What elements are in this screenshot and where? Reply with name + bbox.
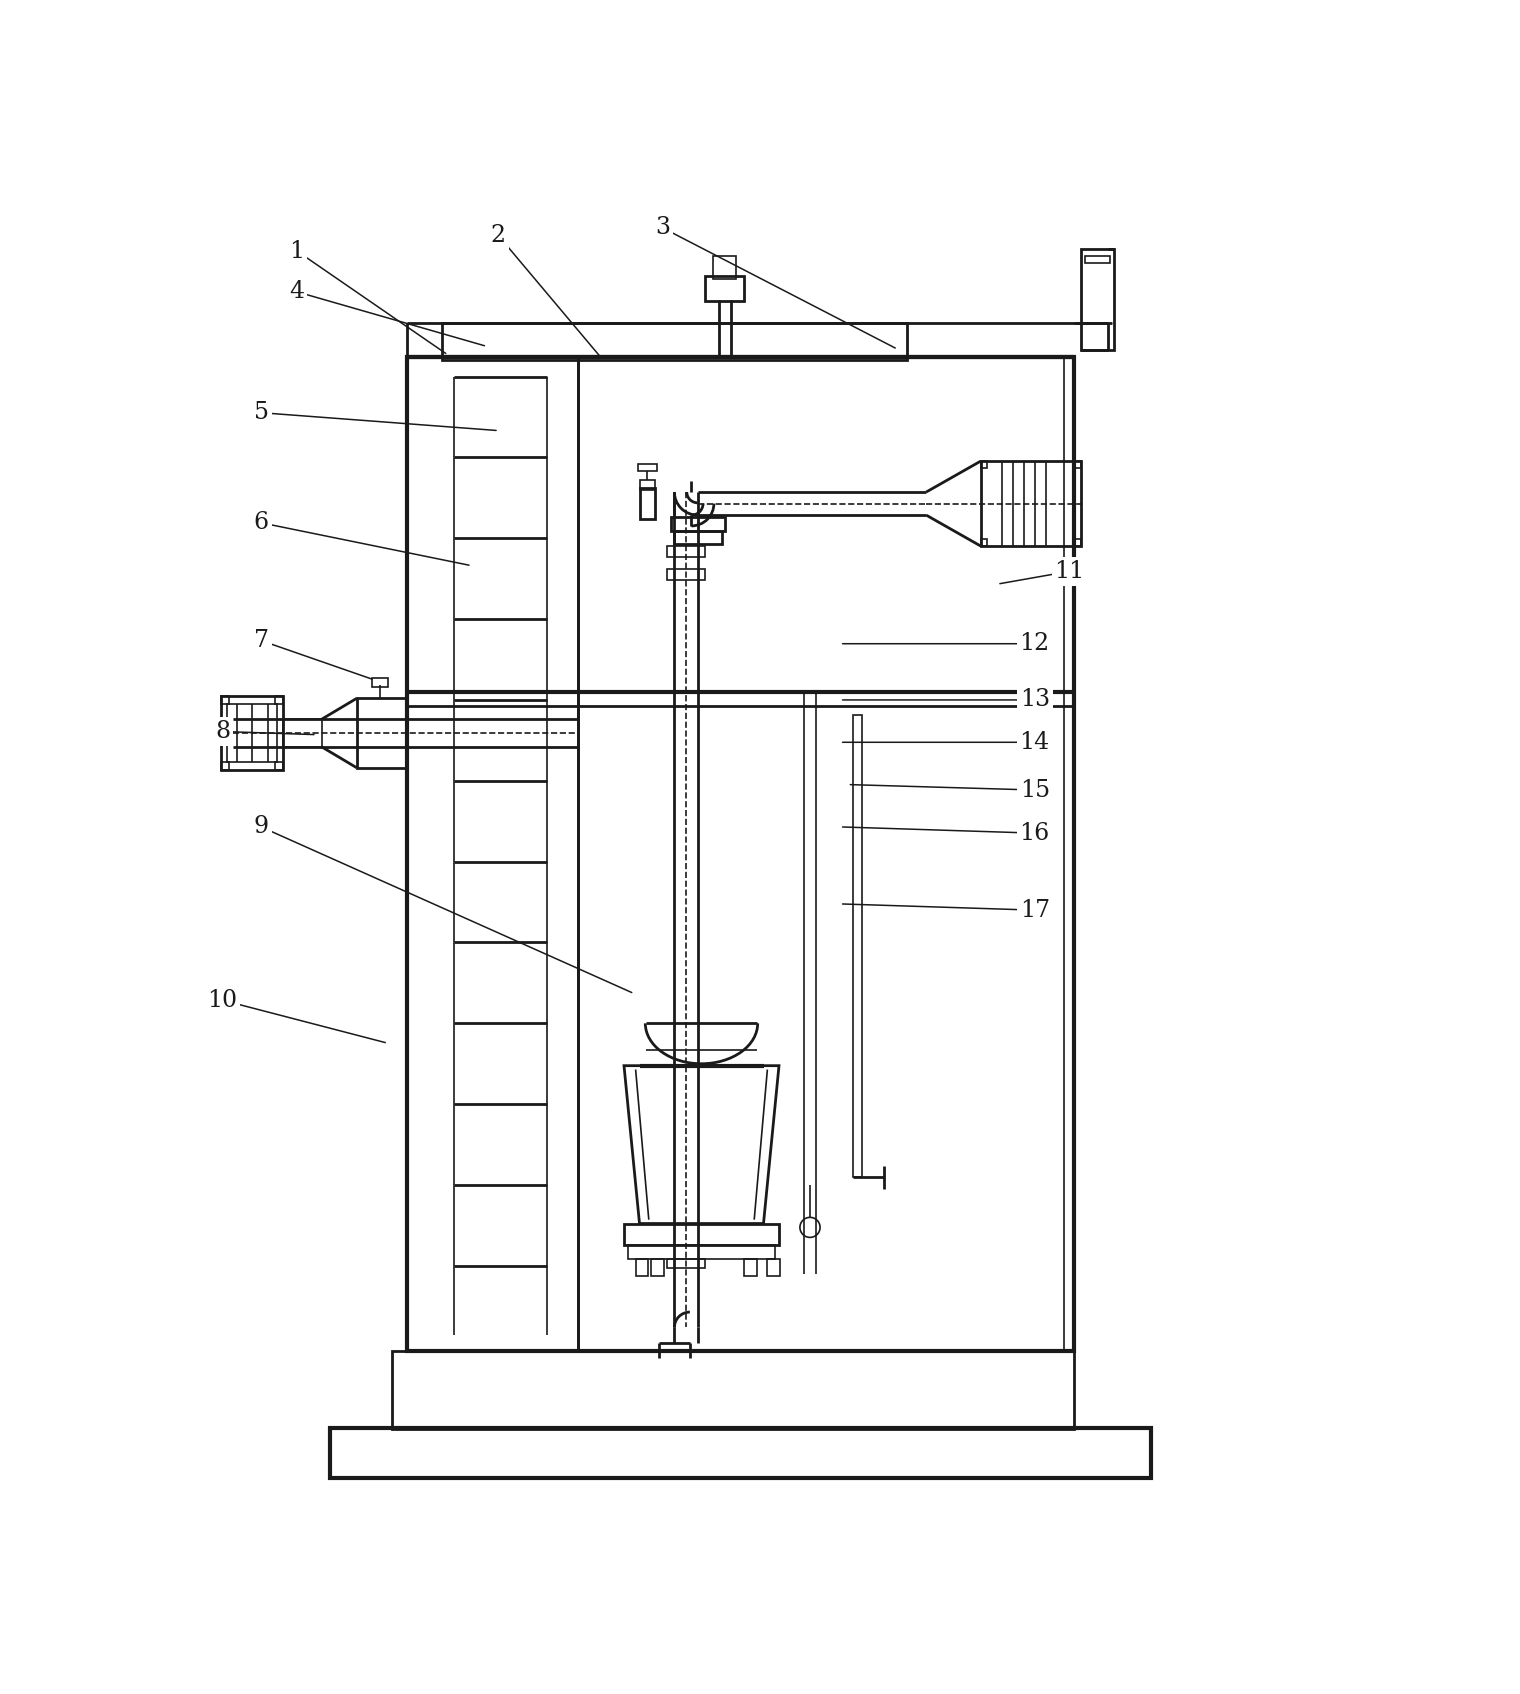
Bar: [1085, 256, 1110, 263]
Bar: [713, 256, 736, 280]
Text: 17: 17: [1020, 898, 1050, 922]
Text: 7: 7: [254, 628, 269, 652]
Bar: [220, 762, 228, 771]
Bar: [768, 1259, 780, 1276]
Text: 9: 9: [254, 815, 269, 839]
Text: 13: 13: [1020, 688, 1050, 711]
Bar: [635, 1259, 648, 1276]
Bar: [275, 696, 283, 703]
Bar: [667, 1259, 705, 1269]
Text: 14: 14: [1020, 730, 1050, 754]
Bar: [1075, 461, 1081, 468]
Bar: [220, 696, 283, 771]
Bar: [705, 276, 745, 302]
Bar: [1075, 539, 1081, 545]
Bar: [330, 1428, 1151, 1477]
Bar: [670, 517, 725, 530]
Text: 3: 3: [655, 217, 670, 239]
Bar: [640, 481, 655, 490]
Bar: [392, 1350, 1073, 1430]
Bar: [673, 530, 722, 544]
Bar: [625, 1223, 778, 1245]
Bar: [640, 488, 655, 518]
Bar: [980, 539, 988, 545]
Bar: [283, 720, 322, 747]
Bar: [667, 545, 705, 557]
Bar: [220, 696, 228, 703]
Text: 12: 12: [1020, 632, 1050, 656]
Bar: [745, 1259, 757, 1276]
Bar: [372, 678, 388, 686]
Bar: [407, 357, 1073, 1350]
Bar: [667, 569, 705, 579]
Bar: [638, 464, 657, 471]
Text: 11: 11: [1055, 559, 1085, 583]
Bar: [980, 461, 1081, 545]
Text: 8: 8: [214, 720, 230, 744]
Text: 2: 2: [491, 224, 506, 247]
Text: 4: 4: [289, 280, 304, 303]
Bar: [980, 461, 988, 468]
Text: 16: 16: [1020, 822, 1050, 845]
Bar: [226, 703, 277, 762]
Bar: [853, 715, 862, 1177]
Bar: [1081, 249, 1114, 349]
Text: 15: 15: [1020, 779, 1050, 801]
Text: 10: 10: [208, 989, 237, 1011]
Text: 5: 5: [254, 401, 269, 424]
Bar: [651, 1259, 664, 1276]
Text: 6: 6: [254, 512, 269, 534]
Bar: [628, 1245, 775, 1259]
Bar: [357, 698, 407, 767]
Text: 1: 1: [289, 239, 304, 263]
Bar: [442, 322, 907, 359]
Bar: [275, 762, 283, 771]
